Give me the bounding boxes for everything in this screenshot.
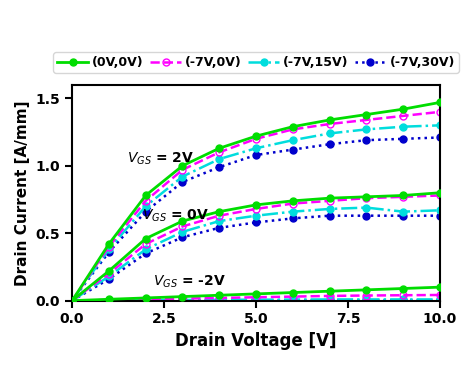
Legend: (0V,0V), (-7V,0V), (-7V,15V), (-7V,30V): (0V,0V), (-7V,0V), (-7V,15V), (-7V,30V) (53, 52, 459, 73)
Text: $V_{GS}$ = -2V: $V_{GS}$ = -2V (153, 273, 226, 289)
Y-axis label: Drain Current [A/mm]: Drain Current [A/mm] (15, 100, 30, 285)
Text: $V_{GS}$ = 2V: $V_{GS}$ = 2V (128, 151, 194, 168)
X-axis label: Drain Voltage [V]: Drain Voltage [V] (175, 332, 337, 350)
Text: $V_{GS}$ = 0V: $V_{GS}$ = 0V (142, 208, 209, 224)
